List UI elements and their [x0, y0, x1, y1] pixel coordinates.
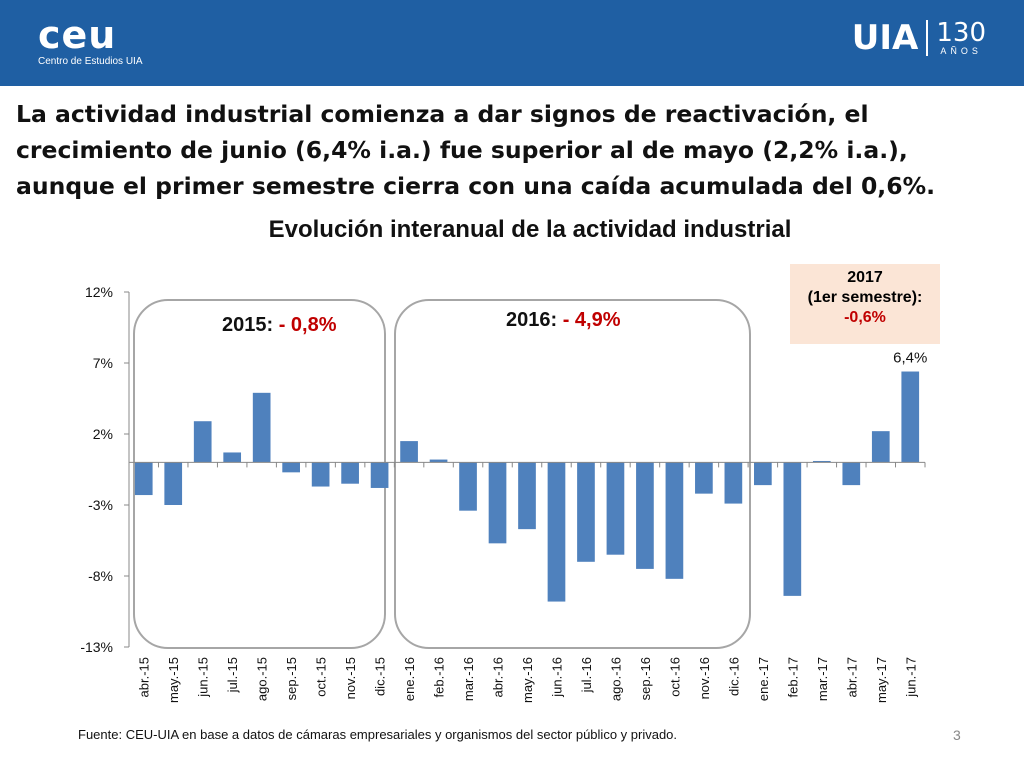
chart-title: Evolución interanual de la actividad ind…	[268, 216, 792, 243]
ceu-logo-text: ceu	[38, 13, 117, 57]
bar-sep.-15	[282, 462, 300, 473]
bar-jul.-16	[577, 462, 595, 562]
x-tick-label: ene.-16	[402, 657, 417, 701]
x-tick-label: may.-15	[166, 657, 181, 703]
x-axis: abr.-15 may.-15 jun.-15 jul.-15 ago.-15 sep.-…	[129, 461, 926, 703]
x-tick-label: dic.-15	[373, 657, 388, 696]
x-tick-label: jun.-17	[903, 657, 918, 698]
annotation-2015: 2015: - 0,8%	[222, 314, 337, 337]
source-note: Fuente: CEU-UIA en base a datos de cámar…	[78, 727, 678, 742]
bar-oct.-15	[311, 462, 330, 487]
x-tick-label: jul.-16	[579, 657, 594, 693]
ceu-logo: ceu Centro de Estudios UIA	[38, 16, 143, 67]
bar-nov.-15	[341, 462, 359, 484]
x-tick-label: sep.-15	[284, 657, 299, 700]
bar-oct.-16	[665, 462, 684, 579]
annotation-2017-value: -0,6%	[844, 309, 886, 326]
y-axis: 12% 7% 2% -3% -8% -13%	[80, 284, 130, 655]
x-tick-label: nov.-16	[697, 657, 712, 699]
uia-logo-divider	[926, 20, 929, 56]
annotation-2016-label: 2016:	[506, 309, 563, 331]
bar-dic.-15	[370, 462, 389, 488]
x-tick-label: ago.-16	[608, 657, 623, 701]
bar-may.-17	[871, 431, 890, 463]
annotation-2015-value: - 0,8%	[278, 314, 337, 336]
x-tick-label: may.-16	[520, 657, 535, 703]
bar-ene.-16	[400, 441, 418, 463]
bar-mar.-16	[459, 462, 477, 511]
bar-jul.-15	[223, 452, 242, 463]
x-tick-label: nov.-15	[343, 657, 358, 699]
slide-headline: La actividad industrial comienza a dar s…	[16, 100, 936, 200]
x-tick-label: feb.-17	[785, 657, 800, 697]
uia-years-label: AÑOS	[940, 46, 982, 56]
x-tick-label: abr.-17	[844, 657, 859, 697]
x-tick-label: ago.-15	[255, 657, 270, 701]
data-label: 6,4%	[893, 350, 927, 367]
uia-years-number: 130	[936, 18, 986, 48]
annotation-2015-label: 2015:	[222, 314, 279, 336]
bar-series: 6,4%	[134, 350, 927, 602]
bar-jun.-15	[193, 421, 212, 463]
bar-may.-16	[518, 462, 536, 530]
bar-abr.-17	[842, 462, 861, 486]
y-tick-label: -3%	[88, 497, 113, 513]
page-number: 3	[953, 727, 961, 743]
x-tick-label: oct.-15	[314, 657, 329, 697]
annotation-2017-year: 2017	[847, 269, 883, 286]
bar-mar.-17	[812, 460, 831, 463]
x-tick-label: jun.-16	[549, 657, 564, 698]
bar-ago.-15	[252, 392, 271, 463]
bar-dic.-16	[724, 462, 743, 504]
uia-logo-text: UIA	[851, 18, 919, 58]
x-tick-label: jun.-15	[196, 657, 211, 698]
group-box-2016	[394, 299, 751, 649]
annotation-2016-value: - 4,9%	[562, 309, 621, 331]
header-bar	[0, 0, 1024, 86]
annotation-2017-period: (1er semestre):	[807, 289, 923, 306]
x-tick-label: abr.-16	[491, 657, 506, 697]
x-tick-label: sep.-16	[638, 657, 653, 700]
bar-jun.-17	[901, 371, 920, 463]
annotation-2016: 2016: - 4,9%	[506, 309, 621, 332]
x-tick-label: oct.-16	[667, 657, 682, 697]
bar-may.-15	[164, 462, 183, 505]
bar-ago.-16	[606, 462, 625, 555]
x-tick-label: may.-17	[874, 657, 889, 703]
x-tick-label: mar.-16	[461, 657, 476, 701]
bar-feb.-17	[783, 462, 802, 596]
uia-years: 130 AÑOS	[936, 20, 986, 56]
x-tick-label: dic.-16	[726, 657, 741, 696]
x-tick-label: feb.-16	[432, 657, 447, 697]
uia-logo: UIA 130 AÑOS	[852, 20, 986, 56]
x-tick-label: mar.-17	[815, 657, 830, 701]
x-tick-label: ene.-17	[756, 657, 771, 701]
bar-nov.-16	[695, 462, 713, 494]
bar-jun.-16	[547, 462, 566, 602]
bar-sep.-16	[636, 462, 654, 569]
y-tick-label: 2%	[93, 426, 113, 442]
bar-abr.-16	[488, 462, 507, 544]
bar-abr.-15	[134, 462, 153, 496]
y-tick-label: -13%	[80, 639, 113, 655]
y-tick-label: 7%	[93, 355, 113, 371]
x-tick-label: jul.-15	[225, 657, 240, 693]
x-tick-label: abr.-15	[137, 657, 152, 697]
bar-feb.-16	[429, 459, 448, 463]
annotation-2017-box: 2017 (1er semestre): -0,6%	[790, 264, 940, 344]
y-tick-label: -8%	[88, 568, 113, 584]
y-tick-label: 12%	[85, 284, 113, 300]
ceu-logo-subtitle: Centro de Estudios UIA	[38, 56, 143, 67]
bar-ene.-17	[754, 462, 772, 486]
